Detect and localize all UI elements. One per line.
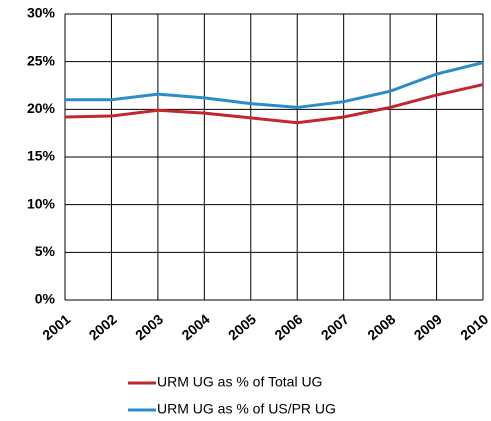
legend-label: URM UG as % of Total UG	[157, 374, 322, 390]
x-tick-label: 2009	[411, 311, 445, 343]
y-tick-label: 20%	[27, 100, 56, 116]
line	[65, 61, 484, 109]
x-tick-label: 2002	[86, 311, 120, 343]
y-tick-label: 5%	[35, 243, 56, 259]
x-tick-label: 2006	[271, 311, 305, 343]
x-tick-label: 2003	[132, 311, 166, 343]
line	[64, 83, 484, 125]
y-tick-label: 0%	[35, 291, 56, 307]
x-tick-label: 2010	[457, 311, 491, 343]
y-tick-label: 30%	[27, 5, 56, 21]
legend-label: URM UG as % of US/PR UG	[157, 401, 336, 417]
x-tick-label: 2005	[225, 311, 259, 343]
x-tick-label: 2008	[364, 311, 398, 343]
x-tick-label: 2007	[318, 311, 352, 343]
y-tick-label: 15%	[27, 148, 56, 164]
x-tick-label: 2004	[178, 311, 212, 343]
y-tick-label: 10%	[27, 195, 56, 211]
y-tick-label: 25%	[27, 52, 56, 68]
x-tick-label: 2001	[39, 311, 73, 343]
